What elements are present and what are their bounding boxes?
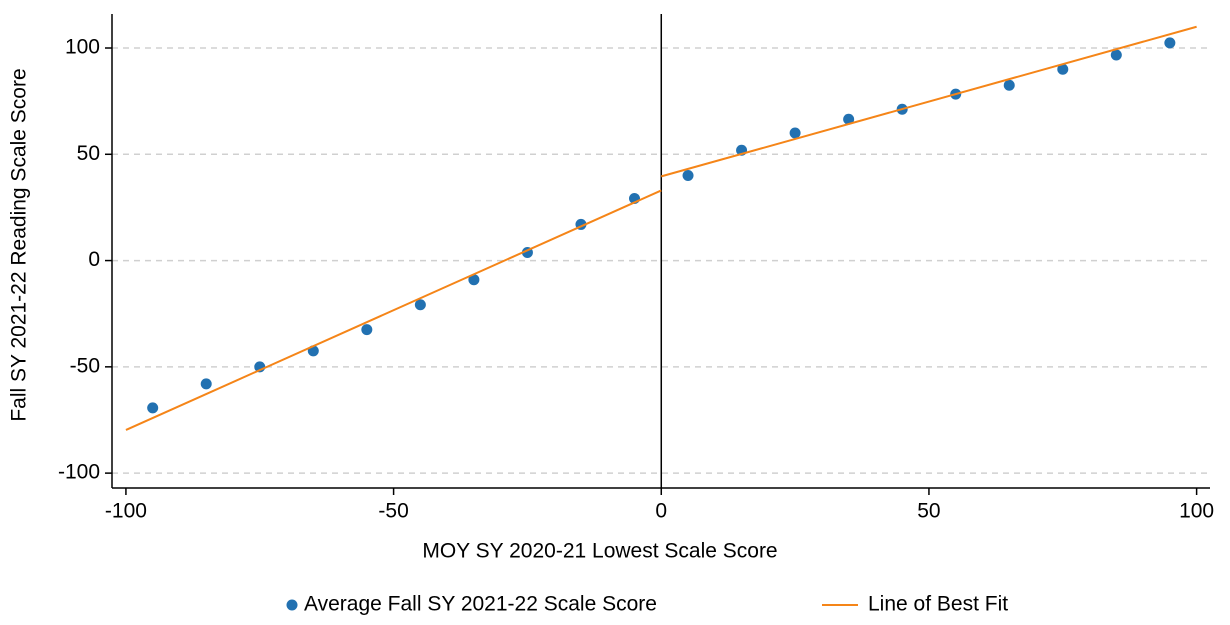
y-tick-label: 100 <box>65 36 100 59</box>
point <box>200 378 212 390</box>
x-axis-label: MOY SY 2020-21 Lowest Scale Score <box>422 540 777 563</box>
legend-label: Average Fall SY 2021-22 Scale Score <box>304 593 657 616</box>
legend-label: Line of Best Fit <box>868 593 1008 616</box>
point <box>414 299 426 311</box>
y-tick-label: -50 <box>70 354 100 377</box>
y-axis-label: Fall SY 2021-22 Reading Scale Score <box>8 68 31 421</box>
y-tick-label: -100 <box>58 461 100 484</box>
point <box>1164 37 1176 49</box>
point <box>789 127 801 139</box>
legend-marker <box>286 599 298 611</box>
x-tick-label: 0 <box>655 500 667 523</box>
point <box>682 170 694 182</box>
point <box>843 113 855 125</box>
point <box>1003 79 1015 91</box>
y-tick-label: 0 <box>88 248 100 271</box>
point <box>147 402 159 414</box>
x-tick-label: -50 <box>378 500 408 523</box>
point <box>468 274 480 286</box>
point <box>1110 49 1122 61</box>
x-tick-label: 100 <box>1179 500 1214 523</box>
x-tick-label: -100 <box>105 500 147 523</box>
point <box>1057 63 1069 75</box>
point <box>361 324 373 336</box>
y-tick-label: 50 <box>77 142 100 165</box>
x-tick-label: 50 <box>917 500 940 523</box>
fit-line <box>125 25 1197 431</box>
